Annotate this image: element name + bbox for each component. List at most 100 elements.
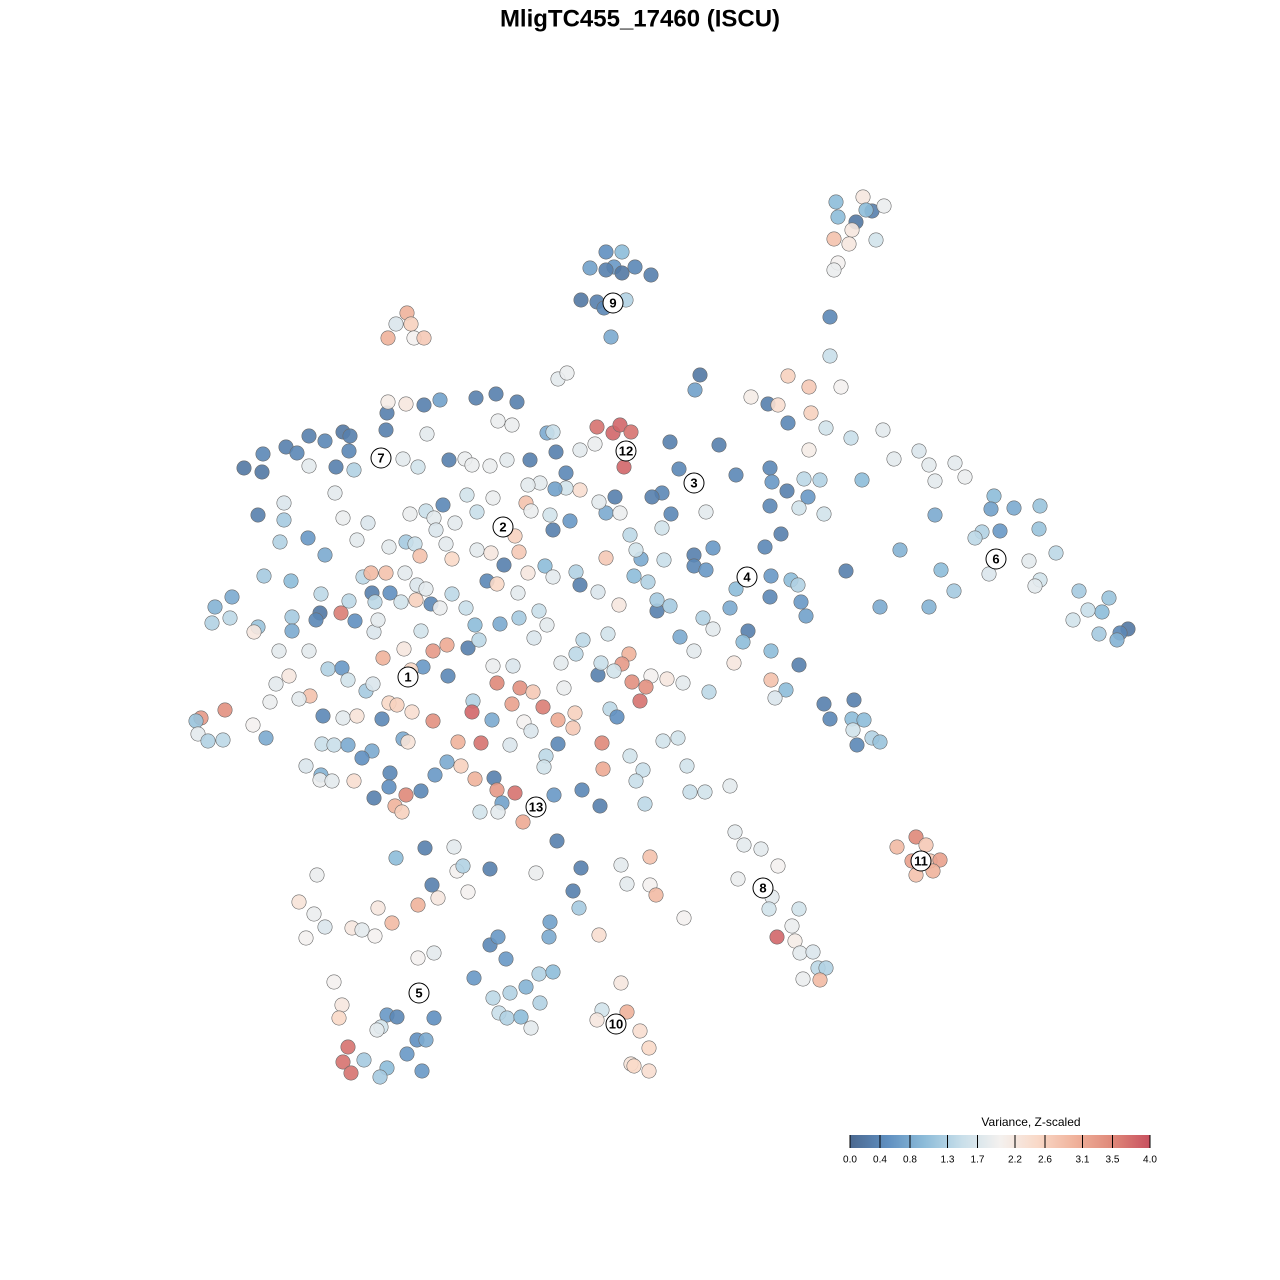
point bbox=[770, 858, 786, 874]
point bbox=[489, 576, 505, 592]
point bbox=[360, 515, 376, 531]
point bbox=[502, 737, 518, 753]
point bbox=[525, 684, 541, 700]
point bbox=[612, 417, 628, 433]
point bbox=[546, 787, 562, 803]
point bbox=[511, 610, 527, 626]
point bbox=[518, 979, 534, 995]
point bbox=[1094, 604, 1110, 620]
point bbox=[656, 552, 672, 568]
point bbox=[565, 720, 581, 736]
point bbox=[983, 501, 999, 517]
point bbox=[1027, 578, 1043, 594]
point bbox=[308, 612, 324, 628]
point bbox=[246, 624, 262, 640]
point bbox=[889, 839, 905, 855]
point bbox=[805, 944, 821, 960]
point bbox=[957, 469, 973, 485]
point bbox=[326, 974, 342, 990]
point bbox=[389, 697, 405, 713]
point bbox=[395, 451, 411, 467]
point bbox=[414, 1063, 430, 1079]
point bbox=[502, 985, 518, 1001]
point bbox=[460, 640, 476, 656]
point bbox=[520, 477, 536, 493]
point bbox=[378, 565, 394, 581]
point bbox=[559, 365, 575, 381]
point bbox=[876, 198, 892, 214]
point bbox=[347, 613, 363, 629]
point bbox=[921, 599, 937, 615]
point bbox=[254, 464, 270, 480]
point bbox=[701, 684, 717, 700]
point bbox=[1006, 500, 1022, 516]
point bbox=[417, 840, 433, 856]
point bbox=[513, 1009, 529, 1025]
point bbox=[637, 796, 653, 812]
point bbox=[313, 586, 329, 602]
point bbox=[1080, 602, 1096, 618]
point bbox=[600, 626, 616, 642]
point bbox=[593, 655, 609, 671]
point bbox=[726, 655, 742, 671]
point bbox=[340, 1039, 356, 1055]
point bbox=[591, 494, 607, 510]
point bbox=[607, 489, 623, 505]
point bbox=[757, 539, 773, 555]
point bbox=[482, 861, 498, 877]
point bbox=[539, 617, 555, 633]
point bbox=[450, 734, 466, 750]
point bbox=[587, 436, 603, 452]
point bbox=[565, 883, 581, 899]
point bbox=[606, 663, 622, 679]
point bbox=[341, 443, 357, 459]
point bbox=[342, 428, 358, 444]
point bbox=[728, 467, 744, 483]
point bbox=[306, 906, 322, 922]
cluster-marker bbox=[605, 1013, 627, 1035]
point bbox=[331, 1010, 347, 1026]
point bbox=[925, 863, 941, 879]
point bbox=[622, 748, 638, 764]
point bbox=[655, 733, 671, 749]
point bbox=[343, 1065, 359, 1081]
point bbox=[767, 690, 783, 706]
point bbox=[528, 865, 544, 881]
point bbox=[626, 568, 642, 584]
point bbox=[320, 661, 336, 677]
point bbox=[335, 510, 351, 526]
point bbox=[671, 461, 687, 477]
point bbox=[921, 457, 937, 473]
point bbox=[779, 483, 795, 499]
point bbox=[367, 594, 383, 610]
colorbar-tick-label: 3.1 bbox=[1076, 1155, 1090, 1166]
point bbox=[598, 550, 614, 566]
point bbox=[598, 262, 614, 278]
point bbox=[335, 1054, 351, 1070]
point bbox=[849, 737, 865, 753]
point bbox=[382, 765, 398, 781]
point bbox=[801, 379, 817, 395]
point bbox=[276, 495, 292, 511]
point bbox=[545, 424, 561, 440]
point bbox=[236, 460, 252, 476]
point bbox=[340, 672, 356, 688]
point bbox=[828, 194, 844, 210]
point bbox=[430, 890, 446, 906]
point bbox=[780, 368, 796, 384]
point bbox=[459, 487, 475, 503]
point bbox=[762, 498, 778, 514]
point bbox=[722, 778, 738, 794]
point bbox=[568, 564, 584, 580]
point bbox=[628, 773, 644, 789]
point bbox=[381, 779, 397, 795]
point bbox=[215, 732, 231, 748]
point bbox=[509, 394, 525, 410]
point bbox=[410, 459, 426, 475]
point bbox=[511, 544, 527, 560]
point bbox=[485, 490, 501, 506]
point bbox=[735, 634, 751, 650]
point bbox=[672, 629, 688, 645]
